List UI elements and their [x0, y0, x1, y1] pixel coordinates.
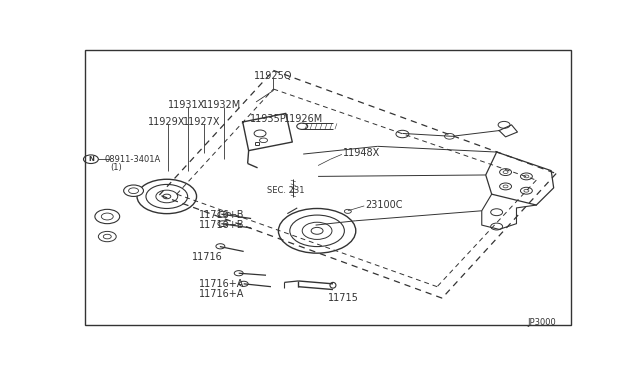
Circle shape: [302, 222, 332, 240]
Circle shape: [216, 244, 225, 249]
Circle shape: [445, 134, 454, 139]
Text: 08911-3401A: 08911-3401A: [105, 155, 161, 164]
Circle shape: [239, 281, 248, 286]
Circle shape: [311, 227, 323, 234]
Circle shape: [156, 190, 178, 203]
Circle shape: [520, 173, 532, 180]
Circle shape: [124, 185, 143, 196]
Text: SEC. 231: SEC. 231: [267, 186, 305, 195]
Circle shape: [503, 171, 508, 173]
Circle shape: [503, 185, 508, 188]
Text: JP3000: JP3000: [527, 318, 556, 327]
Text: (1): (1): [110, 163, 122, 172]
Circle shape: [101, 213, 113, 220]
Circle shape: [129, 188, 138, 193]
Circle shape: [234, 271, 243, 276]
Ellipse shape: [297, 123, 308, 129]
Text: 11716+A: 11716+A: [199, 289, 244, 299]
Circle shape: [278, 208, 356, 253]
Text: 23100C: 23100C: [365, 200, 403, 210]
Text: 11716+A: 11716+A: [199, 279, 244, 289]
Text: 11929X: 11929X: [148, 117, 186, 127]
Circle shape: [137, 179, 196, 214]
Circle shape: [218, 221, 228, 227]
Text: N: N: [88, 156, 94, 162]
Circle shape: [103, 234, 111, 239]
Circle shape: [491, 223, 502, 230]
Text: 11926M: 11926M: [284, 114, 323, 124]
Circle shape: [290, 215, 344, 247]
Circle shape: [95, 209, 120, 224]
Circle shape: [500, 183, 511, 190]
Circle shape: [396, 130, 409, 138]
Circle shape: [99, 231, 116, 242]
Ellipse shape: [330, 282, 336, 288]
Text: 11932M: 11932M: [202, 100, 241, 110]
Circle shape: [344, 209, 351, 214]
Circle shape: [146, 185, 188, 208]
Text: 11935P: 11935P: [250, 114, 287, 124]
Circle shape: [520, 187, 532, 194]
Text: 11716+B: 11716+B: [199, 210, 244, 220]
Text: 11716: 11716: [191, 251, 222, 262]
Text: 11931X: 11931X: [168, 100, 205, 110]
Text: 11948X: 11948X: [343, 148, 380, 158]
Text: 11715: 11715: [328, 293, 359, 303]
Circle shape: [498, 121, 510, 128]
Text: 11716+B: 11716+B: [199, 220, 244, 230]
Circle shape: [163, 194, 171, 199]
Circle shape: [491, 209, 502, 216]
Circle shape: [524, 189, 529, 192]
Text: 11925Q: 11925Q: [254, 71, 292, 81]
Text: 11927X: 11927X: [183, 117, 220, 127]
Circle shape: [218, 211, 228, 217]
Circle shape: [524, 175, 529, 178]
Circle shape: [500, 169, 511, 176]
